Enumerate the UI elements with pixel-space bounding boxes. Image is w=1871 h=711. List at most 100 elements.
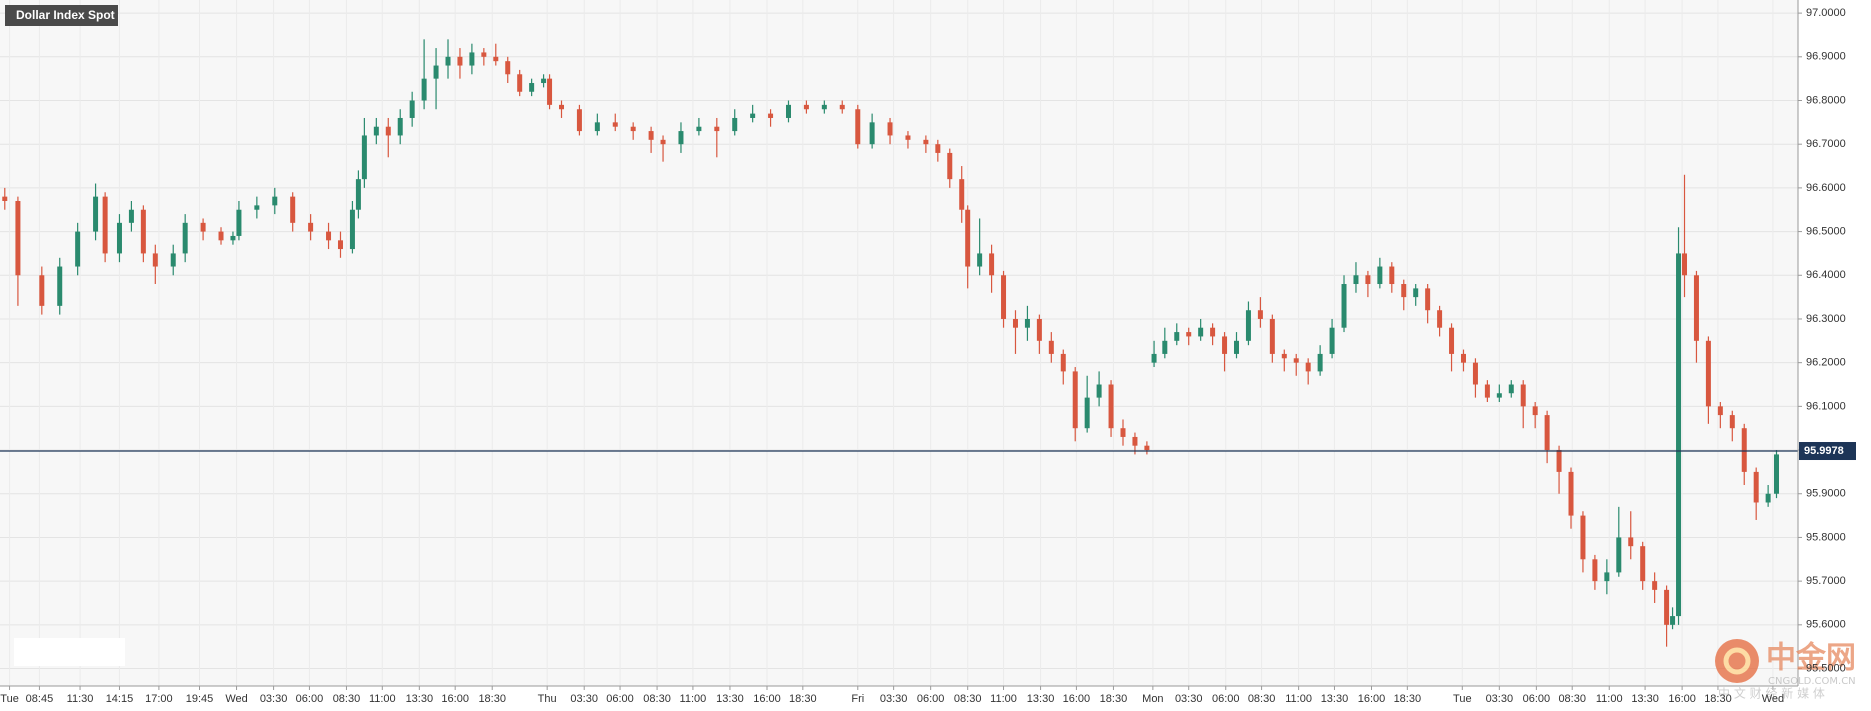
candle-body [1305,362,1311,372]
candle-body [1186,332,1192,337]
candle-body [1717,406,1723,416]
x-tick-label: 06:00 [296,693,324,705]
watermark: 中金网 CNGOLD.COM.CN 中 文 财 经 新 媒 体 [1715,639,1856,701]
candle-body [272,196,278,206]
watermark-logo [1715,639,1759,683]
candle-body [887,122,893,136]
candle-body [349,209,355,250]
candle-body [732,117,738,132]
candle-body [839,104,845,110]
candle-body [218,231,224,241]
y-tick-label: 96.7000 [1806,138,1846,150]
x-tick-label: 03:30 [1486,693,1514,705]
x-tick-label: 13:30 [716,693,744,705]
candles [0,39,1798,647]
x-tick-label: 19:45 [186,693,214,705]
candle-body [1096,384,1102,398]
candle-body [517,74,523,92]
candle-body [1144,445,1150,451]
title-box [5,5,118,26]
x-tick-label: 03:30 [570,693,598,705]
candle-body [1269,318,1275,354]
candle-body [93,196,99,232]
candle-body [1233,340,1239,354]
candle-body [612,122,618,127]
candle-body [1048,340,1054,354]
candle-body [1580,515,1586,560]
candle-body [1773,454,1779,494]
candle-body [230,235,236,241]
candle-body [1174,332,1180,341]
x-tick-label: 08:30 [1248,693,1276,705]
x-tick-label: Tue [0,693,19,705]
candle-body [254,205,260,210]
candle-body [1389,266,1395,285]
candle-body [1001,275,1007,319]
candle-body [1036,318,1042,341]
candle-body [337,240,343,250]
watermark-site: CNGOLD.COM.CN [1768,676,1856,687]
candle-body [559,104,565,110]
x-tick-label: 06:00 [1212,693,1240,705]
candle-body [803,104,809,110]
candle-body [102,196,108,254]
candle-body [785,104,791,118]
candle-body [821,104,827,110]
candle-body [1401,284,1407,298]
candle-body [1108,384,1114,429]
candle-body [576,109,582,132]
candle-body [1281,353,1287,359]
blank-box [14,638,125,666]
candle-body [1425,288,1431,311]
y-tick-label: 96.9000 [1806,51,1846,63]
candle-body [1670,616,1676,625]
candle-body [1012,318,1018,328]
candle-body [1120,428,1126,437]
candle-body [1365,275,1371,285]
candle-body [445,56,451,66]
y-axis-area [1798,0,1871,711]
axis-labels: 95.500095.600095.700095.800095.900096.00… [0,7,1856,705]
candle-body [1341,284,1347,328]
candle-body [1753,471,1759,503]
candle-body [977,253,983,267]
x-tick-label: 06:00 [917,693,945,705]
candle-body [1060,353,1066,372]
candle-body [2,196,8,201]
candle-body [1556,450,1562,472]
candle-body [1353,275,1359,285]
candle-body [1628,537,1634,547]
candle-body [1024,318,1030,328]
candle-body [1084,397,1090,429]
x-tick-label: 03:30 [1175,693,1203,705]
x-tick-label: 11:00 [990,693,1017,705]
watermark-logo-ring [1723,647,1751,675]
candle-body [1222,336,1228,354]
candle-body [1496,393,1502,398]
candle-body [1449,327,1455,354]
x-tick-label: 08:30 [643,693,671,705]
candle-body [1544,415,1550,451]
candle-body [457,56,463,66]
x-tick-label: 08:45 [26,693,54,705]
x-tick-label: Wed [1762,693,1784,705]
candle-body [433,65,439,79]
candle-body [505,61,511,75]
candle-body [397,117,403,136]
candle-body [1162,340,1168,354]
candle-body [1377,266,1383,285]
candle-body [1664,589,1670,625]
candle-body [1676,253,1682,617]
candle-body [547,78,553,105]
x-tick-label: 18:30 [1100,693,1128,705]
candle-body [1616,537,1622,573]
candle-body [1532,406,1538,416]
candle-body [1604,572,1610,582]
candle-body [361,135,367,180]
candle-body [116,222,122,254]
candle-body [1682,253,1688,276]
x-tick-label: 13:30 [406,693,434,705]
last-price-box [1799,442,1856,461]
